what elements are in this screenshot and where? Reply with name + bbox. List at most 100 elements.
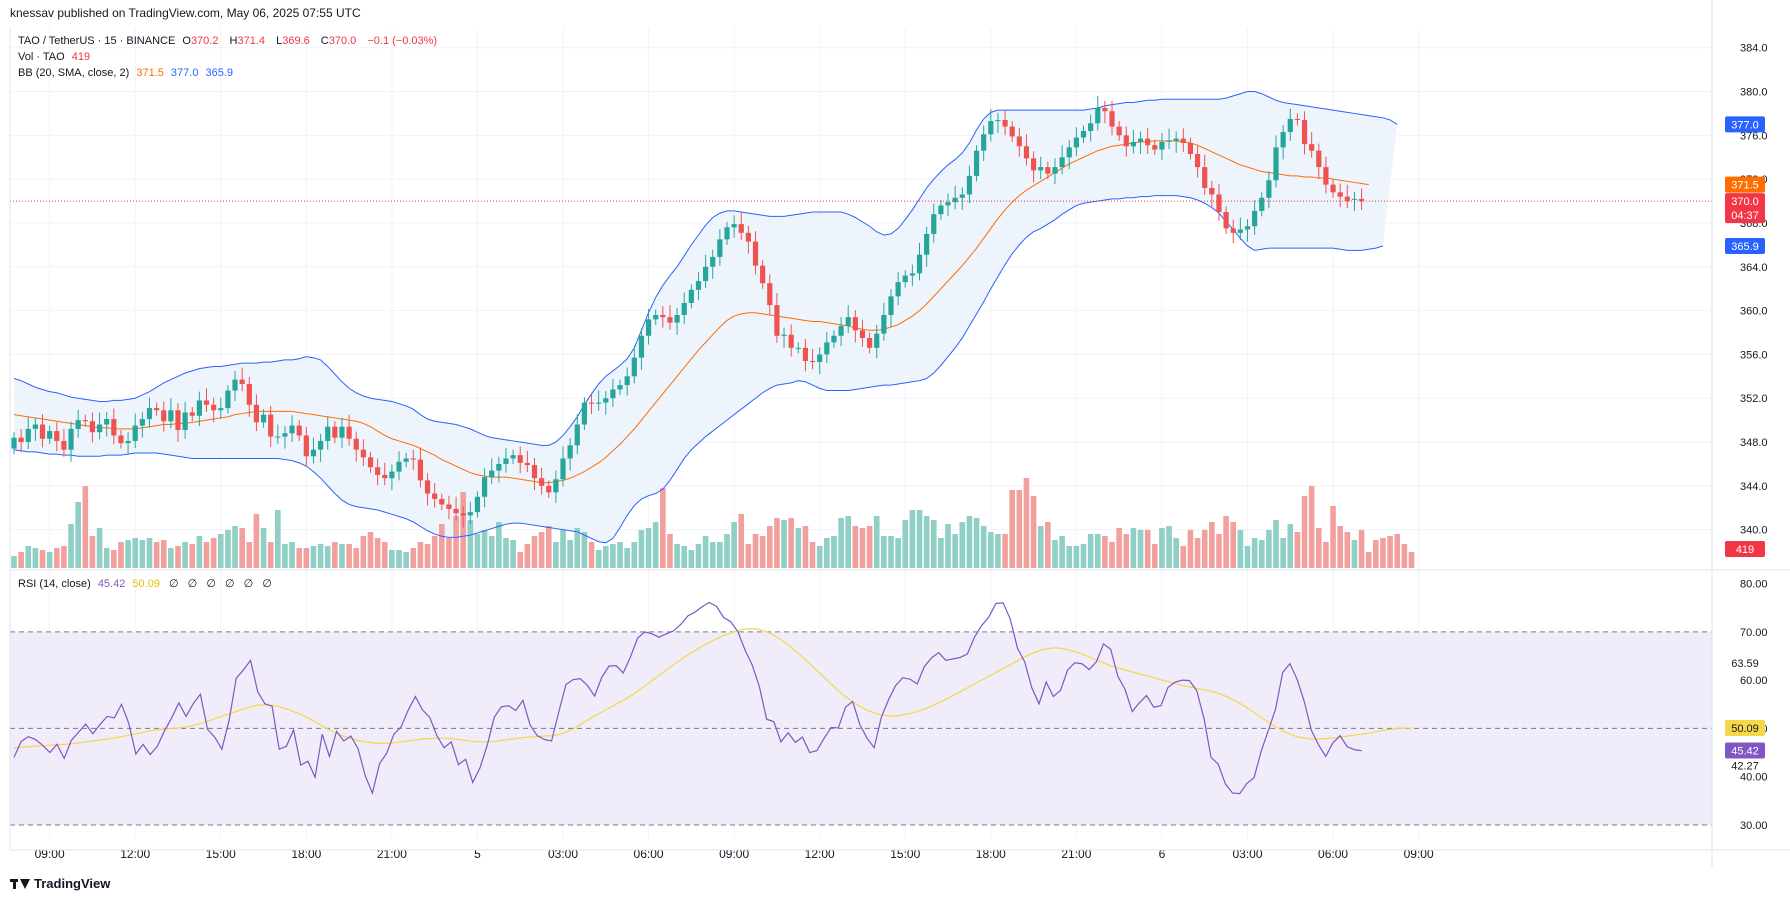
time-tick-label: 12:00 (120, 847, 150, 861)
candle-body (1073, 137, 1079, 148)
legend-bb-label[interactable]: BB (20, SMA, close, 2) (18, 67, 130, 79)
volume-bar (638, 530, 645, 568)
candle-body (104, 419, 110, 425)
candle-body (111, 419, 117, 436)
tradingview-logo[interactable]: TradingView (10, 876, 110, 891)
volume-bar (916, 510, 923, 568)
legend-volume: Vol · TAO 419 (18, 51, 94, 63)
candle-body (239, 379, 245, 384)
volume-bar (524, 544, 531, 568)
candle-body (524, 462, 530, 466)
volume-bar (1116, 528, 1122, 568)
candle-body (1023, 146, 1030, 159)
volume-bar (260, 528, 267, 568)
volume-bar (709, 542, 716, 568)
volume-bar (510, 540, 516, 568)
candle-body (539, 478, 545, 486)
price-tick-label: 380.0 (1740, 87, 1768, 99)
volume-bar (831, 536, 837, 568)
volume-bar (667, 534, 673, 568)
volume-bar (938, 538, 944, 568)
time-tick-label: 15:00 (890, 847, 920, 861)
volume-bar (446, 538, 452, 568)
volume-bar (1094, 534, 1101, 568)
volume-bar (1052, 540, 1058, 568)
candle-body (1180, 138, 1186, 144)
volume-bar (873, 516, 880, 568)
volume-bar (132, 538, 139, 568)
volume-bars (11, 478, 1415, 568)
volume-bar (1323, 542, 1329, 568)
volume-bar (988, 532, 994, 568)
candle-body (1123, 135, 1129, 147)
volume-bar (481, 530, 488, 568)
volume-bar (232, 526, 238, 568)
legend-rsi-label[interactable]: RSI (14, close) (18, 578, 91, 590)
volume-bar (1216, 534, 1222, 568)
volume-bar (602, 546, 609, 568)
candle-body (203, 400, 210, 405)
candle-body (25, 428, 31, 443)
candle-body (888, 296, 894, 315)
candle-body (710, 256, 716, 267)
candle-body (11, 437, 17, 449)
candle-body (938, 205, 944, 215)
volume-bar (196, 536, 203, 568)
candle-body (760, 265, 766, 284)
candle-body (517, 455, 523, 463)
candle-body (1330, 184, 1336, 193)
time-tick-label: 15:00 (206, 847, 236, 861)
volume-bar (474, 534, 481, 568)
candle-body (795, 347, 801, 349)
volume-bar (774, 518, 780, 568)
volume-bar (75, 502, 81, 568)
volume-bar (553, 542, 559, 568)
legend-o-label: O (182, 35, 191, 47)
candle-body (82, 420, 88, 422)
candle-body (146, 408, 153, 420)
price-badges: 377.0 371.5 370.0 04:37 365.9 419 50.09 45.42 63… (1725, 116, 1765, 773)
volume-bar (930, 520, 937, 568)
rsi-lines (13, 601, 1412, 796)
candle-body (417, 459, 424, 481)
volume-bar (146, 538, 153, 568)
price-tick-label: 352.0 (1740, 393, 1768, 405)
bb-fill-band (14, 91, 1398, 543)
price-tick-label: 344.0 (1740, 481, 1768, 493)
candle-body (1223, 212, 1229, 229)
volume-bar (1365, 552, 1372, 568)
volume-bar (702, 536, 709, 568)
legend-symbol[interactable]: TAO / TetherUS · 15 · BINANCE (18, 35, 176, 47)
price-tick-label: 356.0 (1740, 349, 1768, 361)
volume-bar (1030, 496, 1037, 568)
candle-body (1309, 144, 1315, 151)
legend-vol-label[interactable]: Vol · TAO (18, 51, 65, 63)
volume-bar (617, 542, 623, 568)
volume-bar (752, 534, 759, 568)
rsi-tick-label: 70.00 (1740, 627, 1768, 639)
volume-bar (1266, 530, 1272, 568)
volume-bar (1273, 520, 1279, 568)
candle-body (96, 424, 103, 433)
volume-bar (695, 544, 702, 568)
volume-bar (496, 522, 502, 568)
candle-body (218, 408, 224, 411)
volume-bar (160, 540, 167, 568)
volume-bar (453, 516, 459, 568)
volume-bar (631, 542, 638, 568)
candle-body (603, 398, 609, 403)
candle-body (253, 404, 260, 423)
candle-body (175, 410, 181, 430)
volume-bar (1244, 546, 1251, 568)
candle-body (745, 232, 751, 242)
tradingview-brand: TradingView (34, 876, 111, 891)
candle-body (1038, 167, 1044, 171)
candle-body (1152, 145, 1158, 150)
volume-bar (353, 548, 360, 568)
candle-body (831, 335, 837, 343)
volume-bar (125, 540, 131, 568)
candle-body (1059, 157, 1065, 168)
time-tick-label: 03:00 (548, 847, 578, 861)
legend-rsi: RSI (14, close) 45.42 50.09 ∅ ∅ ∅ ∅ ∅ ∅ (18, 577, 276, 590)
